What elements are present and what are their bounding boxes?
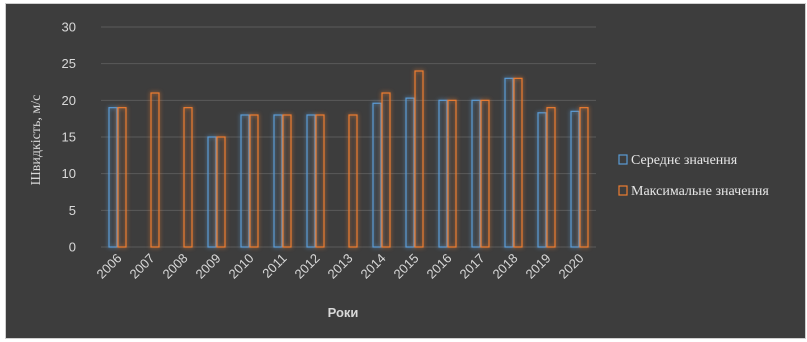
x-tick-label: 2010 [226,251,257,282]
x-tick-label: 2012 [292,251,323,282]
bar-average-2020 [570,110,580,248]
y-axis-title: Швидкість, м/с [29,95,44,186]
y-axis-ticks: 0 5 10 15 20 25 30 [62,20,76,255]
bar-maximum-2019 [546,107,556,248]
x-tick-label: 2017 [457,251,488,282]
x-axis-ticks: 2006 2007 2008 2009 2010 2011 2012 2013 2014 2015… [94,251,587,282]
bar-average-2018 [504,77,514,248]
x-tick-label: 2016 [424,251,455,282]
bar-maximum-2014 [381,92,391,248]
x-tick-label: 2014 [358,251,389,282]
bar-maximum-2011 [282,114,292,248]
bar-maximum-2007 [150,92,160,248]
bar-maximum-2006 [117,107,127,248]
bar-maximum-2010 [249,114,259,248]
bar-maximum-2016 [447,99,457,248]
y-tick-label: 30 [62,20,76,35]
x-tick-label: 2006 [94,251,125,282]
bar-maximum-2012 [315,114,325,248]
y-tick-label: 5 [69,203,76,218]
bar-average-2017 [471,99,481,248]
x-tick-label: 2020 [556,251,587,282]
bar-maximum-2009 [216,136,226,248]
y-tick-label: 0 [69,240,76,255]
x-tick-label: 2009 [193,251,224,282]
bar-maximum-2018 [513,77,523,248]
x-tick-label: 2011 [259,251,289,281]
bar-maximum-2017 [480,99,490,248]
x-tick-label: 2015 [391,251,422,282]
bars [108,70,589,248]
legend-label-average: Середнє значення [631,153,738,168]
x-axis-title: Роки [328,305,359,320]
bar-average-2011 [273,114,283,248]
y-tick-label: 10 [62,166,76,181]
bar-maximum-2015 [414,70,424,248]
legend-swatch-average [618,154,628,165]
legend-swatch-maximum [618,185,628,196]
bar-average-2016 [438,99,448,248]
bar-maximum-2008 [183,107,193,248]
bar-average-2010 [240,114,250,248]
bar-average-2015 [405,97,415,248]
bar-maximum-2020 [579,107,589,248]
y-tick-label: 20 [62,93,76,108]
bar-average-2019 [537,112,547,248]
chart-area: 0 5 10 15 20 25 30 2006 2007 2008 2009 2010 2011 201… [6,4,805,338]
bar-maximum-2013 [348,114,358,248]
bar-average-2009 [207,136,217,248]
x-tick-label: 2019 [523,251,554,282]
x-tick-label: 2007 [127,251,158,282]
bar-average-2006 [108,107,118,248]
legend: Середнє значення Максимальне значення [618,153,769,199]
legend-label-maximum: Максимальне значення [631,184,769,199]
bar-average-2012 [306,114,316,248]
x-tick-label: 2018 [490,251,521,282]
y-tick-label: 15 [62,130,76,145]
x-tick-label: 2008 [160,251,191,282]
x-tick-label: 2013 [325,251,356,282]
y-tick-label: 25 [62,56,76,71]
bar-average-2014 [372,102,382,248]
